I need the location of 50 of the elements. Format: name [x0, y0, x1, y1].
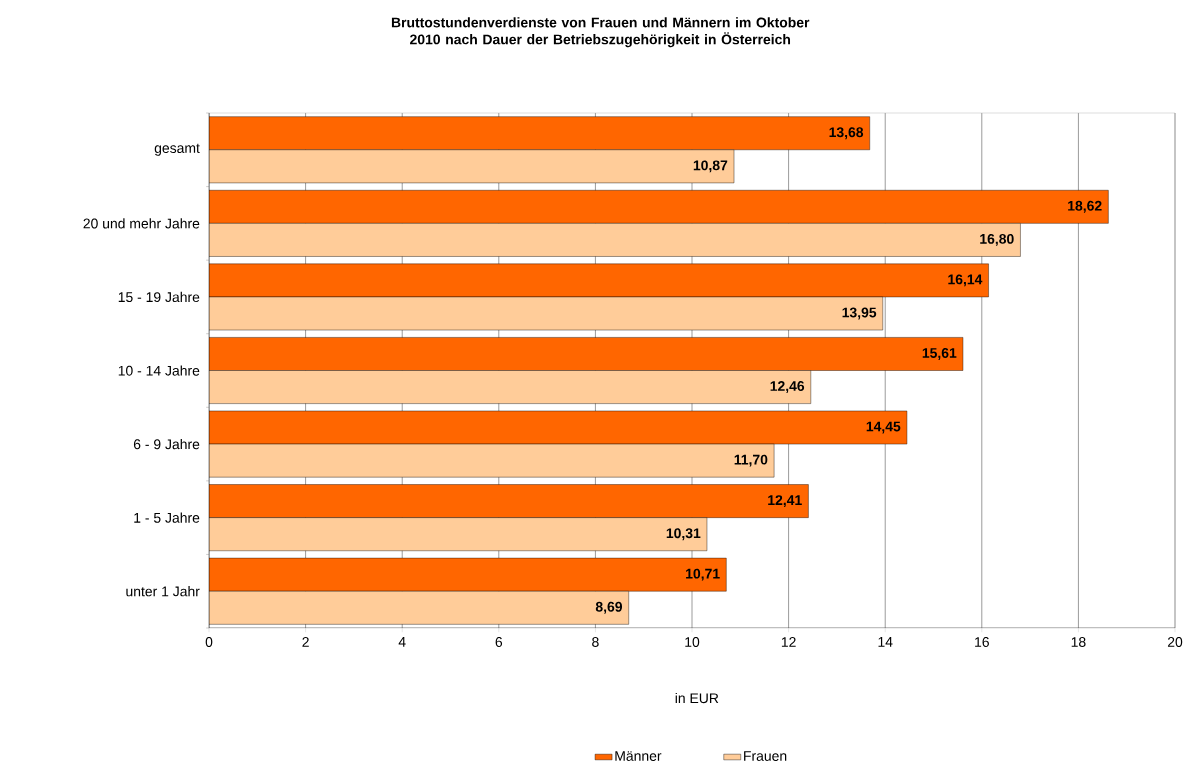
data-label: 8,69 — [595, 601, 623, 614]
y-tick-label: 10 - 14 Jahre — [118, 365, 200, 376]
x-tick-label: 14 — [878, 637, 893, 647]
data-label: 16,14 — [948, 274, 983, 287]
x-tick-label: 20 — [1167, 637, 1183, 647]
bar — [209, 116, 870, 150]
bar — [209, 337, 964, 371]
x-tick-label: 6 — [495, 637, 503, 647]
x-axis-title: in EUR — [675, 692, 719, 704]
bar — [209, 370, 812, 404]
bar — [209, 223, 1021, 257]
y-tick-label: unter 1 Jahr — [126, 586, 200, 597]
legend-label: Männer — [615, 751, 662, 761]
data-label: 18,62 — [1068, 200, 1102, 213]
y-tick-label: 15 - 19 Jahre — [118, 291, 200, 303]
bar — [209, 557, 727, 592]
data-label: 10,71 — [686, 568, 720, 581]
data-label: 15,61 — [922, 347, 957, 360]
data-label: 13,68 — [829, 127, 864, 140]
x-tick-label: 4 — [398, 637, 406, 647]
x-tick-label: 10 — [685, 637, 700, 647]
data-label: 16,80 — [980, 233, 1014, 246]
bar — [209, 149, 735, 184]
y-tick-label: 1 - 5 Jahre — [134, 512, 200, 523]
y-tick-label: 6 - 9 Jahre — [133, 438, 200, 450]
bar — [209, 443, 775, 478]
bar — [209, 591, 629, 625]
x-tick-label: 16 — [975, 637, 989, 647]
data-label: 11,70 — [734, 454, 768, 467]
data-label: 13,95 — [842, 307, 877, 320]
bar — [209, 517, 708, 551]
x-tick-label: 2 — [302, 637, 309, 647]
data-label: 10,87 — [693, 160, 728, 173]
x-tick-label: 18 — [1071, 637, 1086, 647]
bar — [209, 484, 809, 518]
x-tick-label: 12 — [781, 637, 796, 647]
x-tick-label: 8 — [592, 637, 599, 647]
y-tick-label: gesamt — [154, 143, 200, 156]
bar — [209, 190, 1109, 224]
bar — [209, 263, 989, 298]
data-label: 12,46 — [770, 381, 805, 394]
data-label: 14,45 — [866, 421, 901, 434]
chart-title: Bruttostundenverdienste von Frauen und Männern im Oktober 2010 nach Dauer der Betriebszugehörigkeit in Österreich — [391, 17, 810, 48]
bar — [209, 296, 883, 331]
y-tick-label: 20 und mehr Jahre — [83, 218, 200, 229]
data-label: 12,41 — [768, 495, 802, 508]
legend-label: Frauen — [744, 751, 787, 761]
data-label: 10,31 — [666, 528, 701, 541]
bar — [209, 410, 908, 445]
x-tick-label: 0 — [205, 637, 213, 647]
